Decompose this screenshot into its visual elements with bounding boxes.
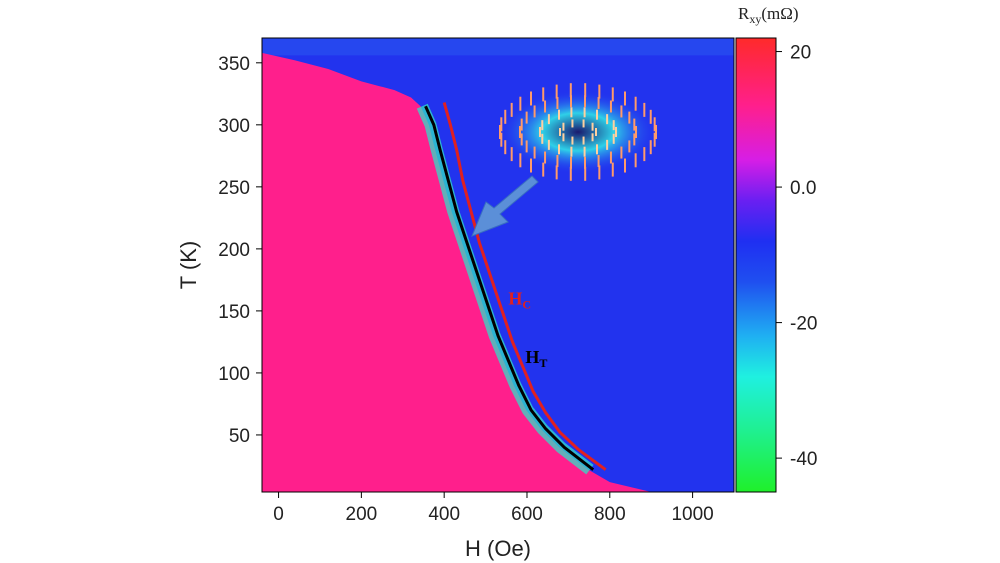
colorbar-title-main: R (738, 4, 750, 23)
curve-label-sub: T (539, 356, 547, 370)
colorbar: 20 0.0 -20 -40 Rxy(mΩ) (735, 4, 817, 493)
heatmap-top-band (262, 38, 734, 56)
heatmap-plot-area (262, 38, 734, 492)
heatmap-transition-band (416, 103, 594, 475)
y-tick-label: 150 (218, 302, 250, 323)
skyrmion-core (498, 90, 658, 174)
y-tick-label: 350 (218, 54, 250, 75)
curve-label-ht: HT (525, 347, 547, 370)
x-tick-label: 0 (273, 504, 284, 525)
colorbar-title-unit: (mΩ) (761, 4, 798, 23)
y-axis-ticks: 50 100 150 200 250 300 350 (218, 54, 262, 447)
colorbar-ticks: 20 0.0 -20 -40 (776, 43, 817, 470)
y-tick-label: 50 (229, 426, 250, 447)
skyrmion-inset (498, 83, 658, 181)
x-tick-label: 800 (594, 504, 626, 525)
curve-label-hc: HC (508, 289, 531, 312)
y-tick-label: 200 (218, 240, 250, 261)
curve-label-main: H (508, 289, 522, 309)
arrow-shape (471, 175, 539, 237)
x-axis-ticks: 0 200 400 600 800 1000 (273, 492, 714, 525)
plot-frame (261, 37, 735, 493)
y-axis-title: T (K) (176, 241, 201, 289)
y-tick-label: 250 (218, 178, 250, 199)
phase-boundary-curves (424, 102, 607, 471)
heatmap-low-field-region (262, 52, 652, 492)
x-tick-label: 200 (346, 504, 378, 525)
colorbar-tick-label: 20 (790, 43, 811, 64)
colorbar-tick-label: -40 (790, 449, 817, 470)
curve-hc (442, 102, 607, 471)
colorbar-tick-label: -20 (790, 314, 817, 335)
x-tick-label: 600 (511, 504, 543, 525)
colorbar-title: Rxy(mΩ) (738, 4, 799, 26)
colorbar-gradient (735, 37, 777, 493)
inset-arrow (471, 175, 539, 237)
x-tick-label: 1000 (671, 504, 713, 525)
colorbar-tick-label: 0.0 (790, 178, 816, 199)
x-axis-title: H (Oe) (465, 536, 531, 561)
colorbar-title-sub: xy (749, 12, 761, 26)
curve-label-sub: C (522, 298, 531, 312)
x-tick-label: 400 (428, 504, 460, 525)
curve-label-main: H (525, 347, 539, 367)
y-tick-label: 100 (218, 364, 250, 385)
y-tick-label: 300 (218, 116, 250, 137)
curve-ht (424, 105, 595, 471)
